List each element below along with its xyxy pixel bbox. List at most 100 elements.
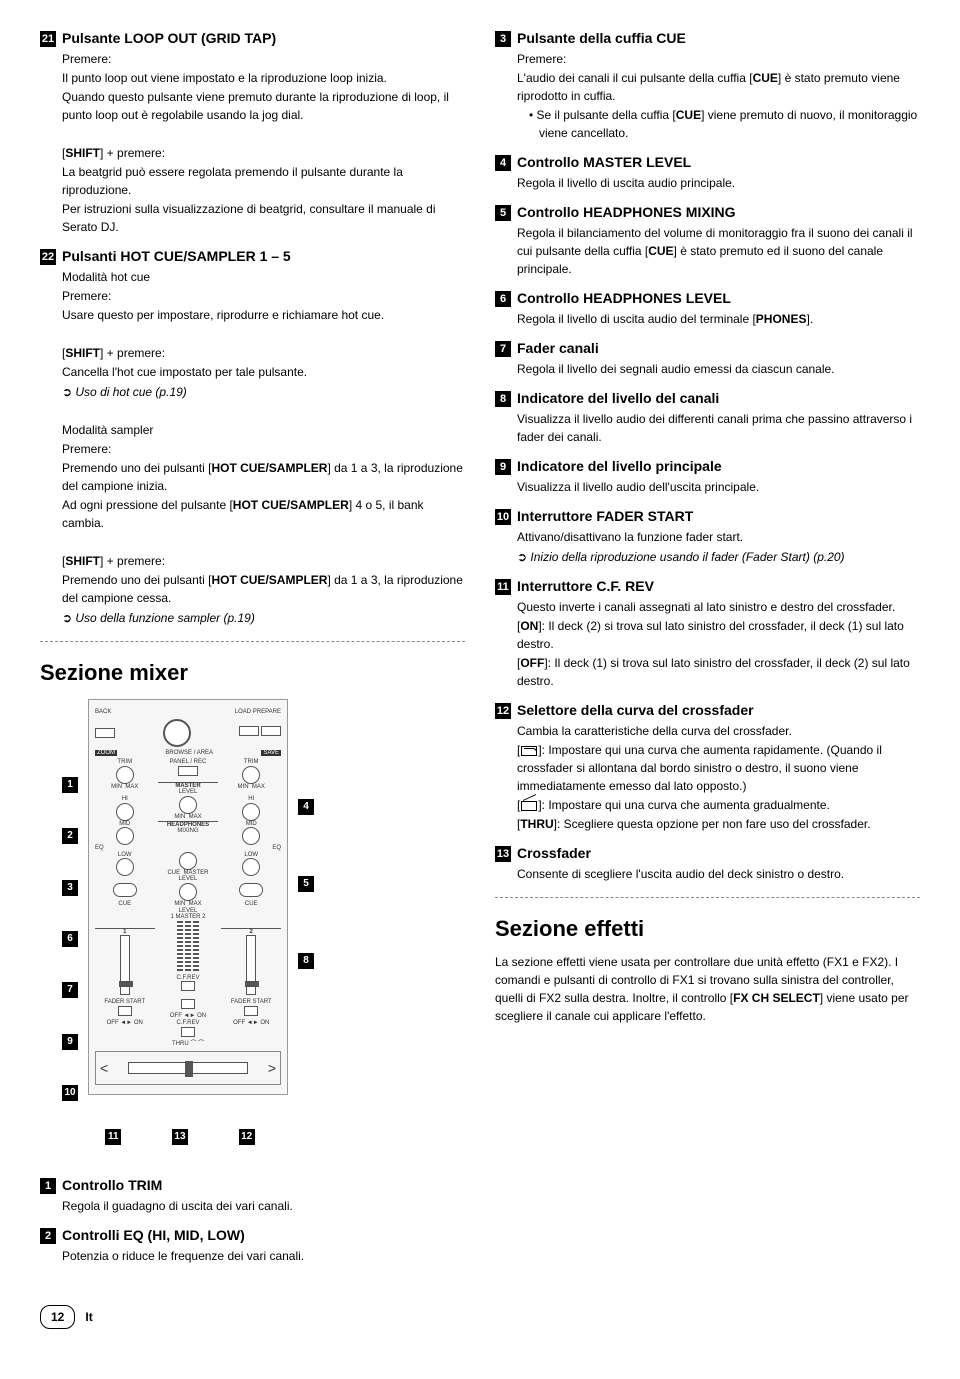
t: MASTER [183, 870, 208, 876]
fig-label: ZOOM [95, 750, 117, 757]
item-10-heading: 10 Interruttore FADER START [495, 506, 920, 527]
fig-label: MIN MAX [158, 814, 218, 821]
fig-label: BACK [95, 709, 111, 716]
shift-label: SHIFT [65, 554, 100, 568]
page-footer: 12 It [40, 1305, 920, 1329]
item-5-title: Controllo HEADPHONES MIXING [517, 202, 736, 223]
item-11-title: Interruttore C.F. REV [517, 576, 654, 597]
prepare-btn [261, 726, 281, 736]
item-6-body: Regola il livello di uscita audio del te… [517, 310, 920, 328]
item-22-heading: 22 Pulsanti HOT CUE/SAMPLER 1 – 5 [40, 246, 465, 267]
curve-sw [181, 999, 195, 1009]
num-box-12: 12 [495, 703, 511, 719]
text: Modalità sampler [62, 421, 465, 439]
fig-label: C.F.REV [158, 1020, 218, 1027]
text: Premere: [62, 50, 465, 68]
fig-label: TRIM [221, 759, 281, 766]
text: [SHIFT] + premere: [62, 552, 465, 570]
fig-label: MASTER [158, 782, 218, 790]
item-9-body: Visualizza il livello audio dell'uscita … [517, 478, 920, 496]
text: Modalità hot cue [62, 268, 465, 286]
item-12-title: Selettore della curva del crossfader [517, 700, 754, 721]
callout-6: 6 [62, 931, 78, 947]
text: Questo inverte i canali assegnati al lat… [517, 598, 920, 616]
fig-label: MID [95, 821, 155, 828]
item-12-body: Cambia la caratteristiche della curva de… [517, 722, 920, 833]
item-3-body: Premere: L'audio dei canali il cui pulsa… [517, 50, 920, 142]
item-8-body: Visualizza il livello audio dei differen… [517, 410, 920, 446]
fig-label: HI [221, 796, 281, 803]
t: [ [517, 743, 520, 757]
item-b1-body: Regola il guadagno di uscita dei vari ca… [62, 1197, 465, 1215]
text: [OFF]: Il deck (1) si trova sul lato sin… [517, 654, 920, 690]
item-4-heading: 4 Controllo MASTER LEVEL [495, 152, 920, 173]
b: THRU [520, 817, 553, 831]
text: Quando questo pulsante viene premuto dur… [62, 88, 465, 124]
right-callouts: 4 5 8 [298, 699, 314, 999]
t: 2 [202, 914, 205, 920]
low-r [242, 858, 260, 876]
t: MAX [189, 814, 202, 820]
t: [ [517, 798, 520, 812]
text: Regola il livello di uscita audio princi… [517, 174, 920, 192]
item-b1-heading: 1 Controllo TRIM [40, 1175, 465, 1196]
text: L'audio dei canali il cui pulsante della… [517, 69, 920, 105]
num-box-2: 2 [40, 1228, 56, 1244]
b: CUE [753, 71, 778, 85]
fig-label: EQ [272, 845, 281, 852]
fig-label: THRU ⌒ ⌒ [158, 1041, 218, 1048]
item-21-title: Pulsante LOOP OUT (GRID TAP) [62, 28, 276, 49]
callout-4: 4 [298, 799, 314, 815]
t: ]: Impostare qui una curva che aumenta g… [538, 798, 830, 812]
fig-label: TRIM [95, 759, 155, 766]
fig-label: CUE MASTER [158, 870, 218, 877]
fig-label: 1 [95, 928, 155, 936]
t: ]: Impostare qui una curva che aumenta r… [517, 743, 882, 793]
t: Se il pulsante della cuffia [ [537, 108, 676, 122]
meter [177, 921, 183, 971]
cue-r [239, 883, 263, 897]
ch-fader-1 [120, 935, 130, 995]
item-6-heading: 6 Controllo HEADPHONES LEVEL [495, 288, 920, 309]
item-13-heading: 13 Crossfader [495, 843, 920, 864]
callout-7: 7 [62, 982, 78, 998]
fx-text: La sezione effetti viene usata per contr… [495, 953, 920, 1025]
callout-1: 1 [62, 777, 78, 793]
item-5-body: Regola il bilanciamento del volume di mo… [517, 224, 920, 278]
mixer-figure: BACK LOAD PREPARE ZOOM BROWSE / AREA SAV… [88, 699, 288, 1095]
item-21-body: Premere: Il punto loop out viene imposta… [62, 50, 465, 236]
mixer-section-title: Sezione mixer [40, 656, 465, 689]
num-box-13: 13 [495, 846, 511, 862]
text: Per istruzioni sulla visualizzazione di … [62, 200, 465, 236]
bullet: Se il pulsante della cuffia [CUE] viene … [529, 106, 920, 142]
item-b2-body: Potenzia o riduce le frequenze dei vari … [62, 1247, 465, 1265]
item-22-title: Pulsanti HOT CUE/SAMPLER 1 – 5 [62, 246, 291, 267]
text: La beatgrid può essere regolata premendo… [62, 163, 465, 199]
fig-label: HI [95, 796, 155, 803]
t: 1 [170, 914, 173, 920]
hi-l [116, 803, 134, 821]
mid-r [242, 827, 260, 845]
t: ON [134, 1020, 143, 1026]
fstart-r [244, 1006, 258, 1016]
t: OFF [107, 1020, 119, 1026]
item-b2-title: Controlli EQ (HI, MID, LOW) [62, 1225, 245, 1246]
t: L'audio dei canali il cui pulsante della… [517, 71, 753, 85]
mixer-diagram: 1 2 3 6 7 9 10 BACK LOAD PREPARE [62, 699, 465, 1119]
link-fader: Inizio della riproduzione usando il fade… [517, 548, 920, 566]
t: MAX [189, 901, 202, 907]
link-hotcue: Uso di hot cue (p.19) [62, 383, 465, 401]
t: Regola il livello di uscita audio del te… [517, 312, 756, 326]
fig-label: FADER START [95, 999, 155, 1006]
two-column-layout: 2 1 Pulsante LOOP OUT (GRID TAP) Premere:… [40, 20, 920, 1275]
t: MIN [238, 784, 249, 790]
bold: HOT CUE/SAMPLER [211, 461, 327, 475]
num-box-11: 11 [495, 579, 511, 595]
item-9-title: Indicatore del livello principale [517, 456, 722, 477]
cfrev-sw [181, 981, 195, 991]
t: ]: Scegliere questa opzione per non fare… [554, 817, 871, 831]
item-4-body: Regola il livello di uscita audio princi… [517, 174, 920, 192]
page-number: 12 [40, 1305, 75, 1329]
b: CUE [648, 244, 673, 258]
link-sampler: Uso della funzione sampler (p.19) [62, 609, 465, 627]
